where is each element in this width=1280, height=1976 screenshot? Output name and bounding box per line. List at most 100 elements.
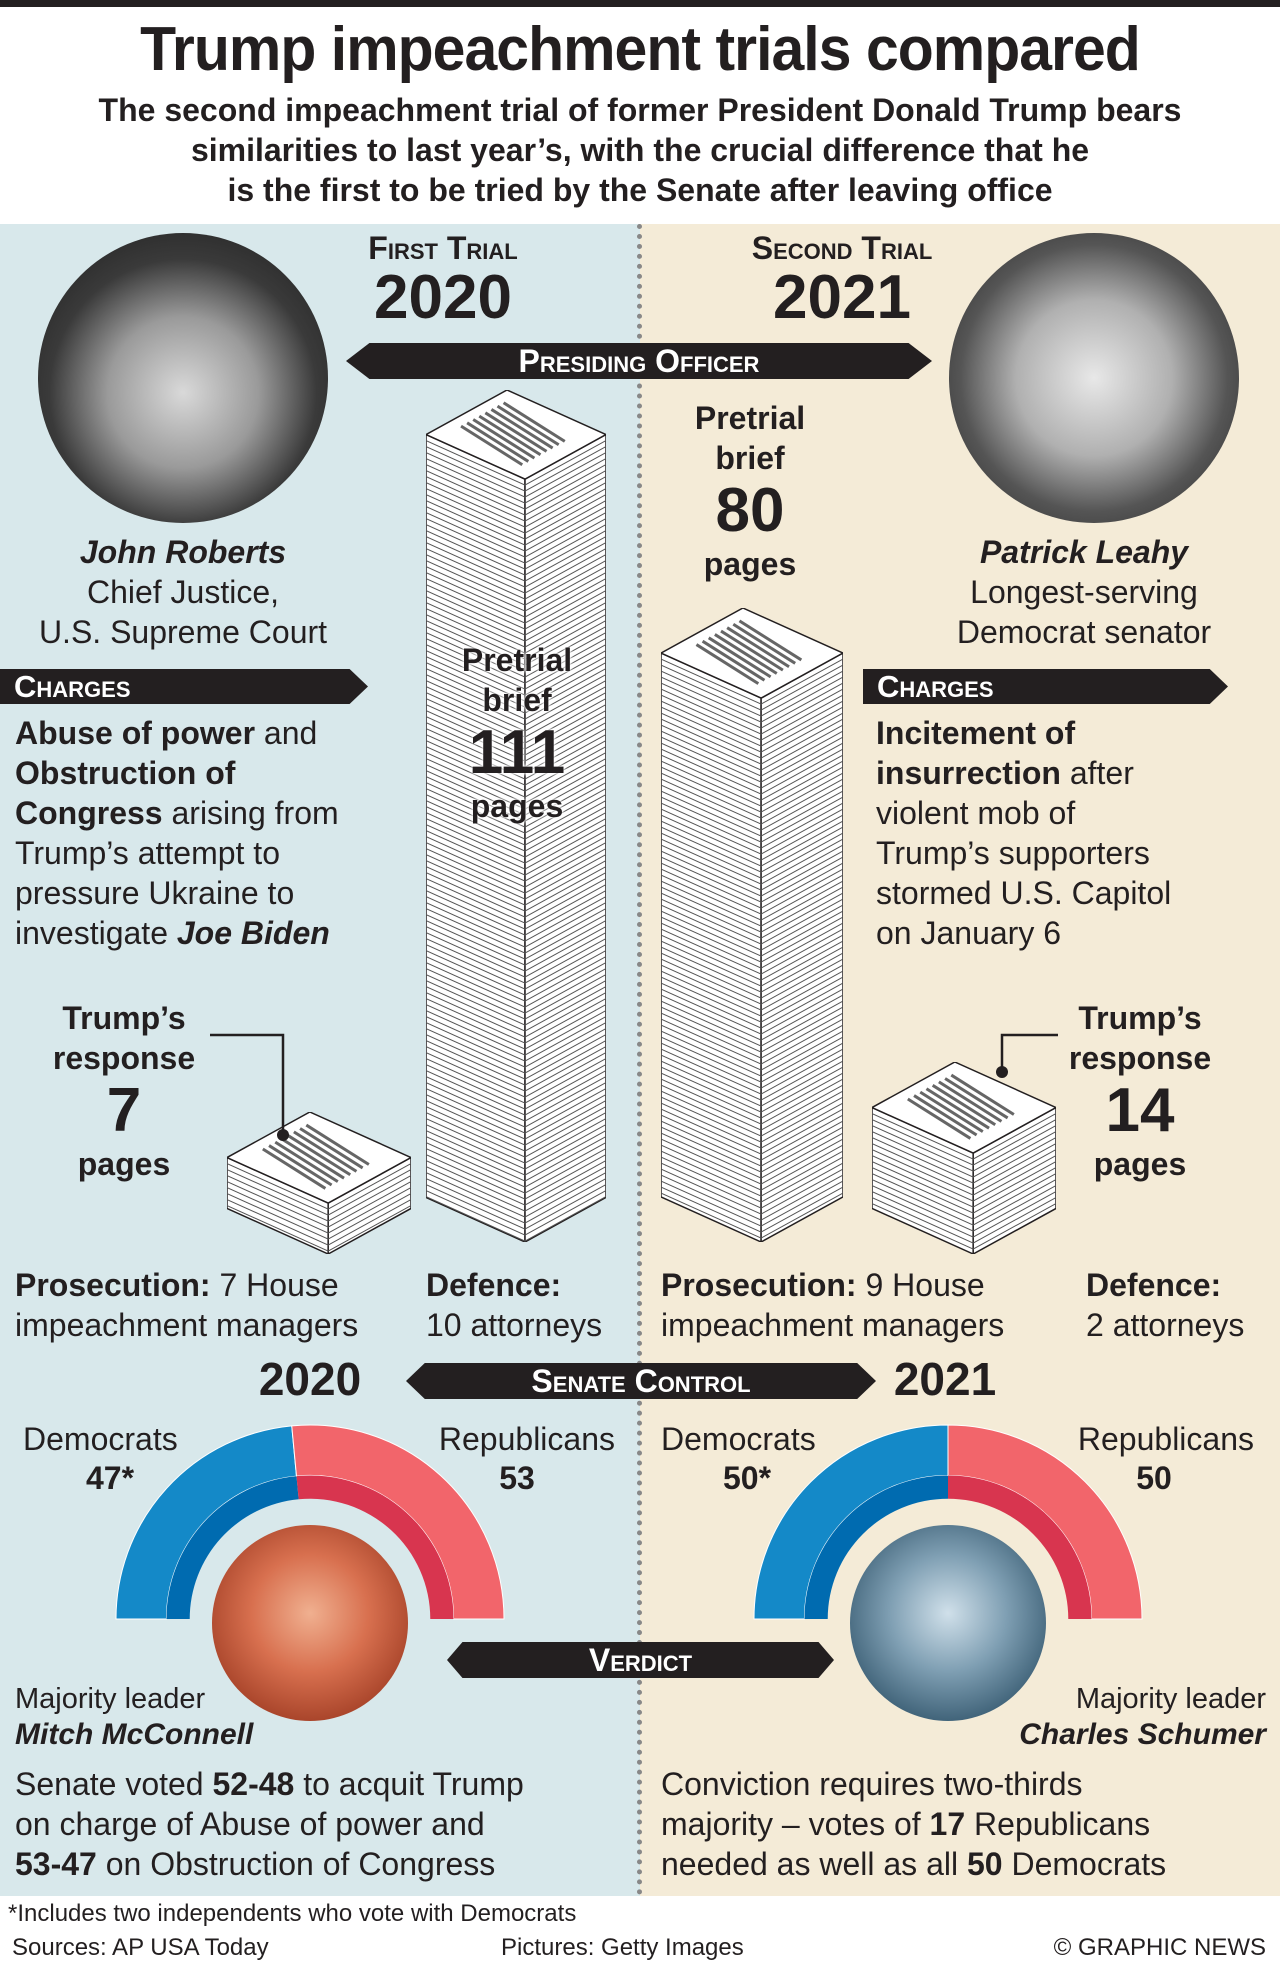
sheet-edge [661, 1078, 843, 1125]
sheet-edge [426, 1070, 606, 1116]
dem-count-2020: 47* [85, 1460, 135, 1496]
sheet-edge [426, 734, 606, 780]
sheet-edge [661, 850, 843, 897]
sheet-edge [426, 1154, 606, 1200]
sheet-edge [872, 1125, 1056, 1172]
sheet-edge [426, 1184, 606, 1230]
page-count: 14 [1105, 1076, 1175, 1145]
text: on Obstruction of Congress [96, 1846, 496, 1882]
sheet-edge [661, 658, 843, 705]
sheet-edge [872, 1119, 1056, 1166]
sheet-edge [661, 976, 843, 1023]
senate-year-2021: 2021 [893, 1353, 997, 1405]
sheet-edge [227, 1169, 411, 1216]
officer-name: John Roberts [79, 534, 287, 570]
sheet-edge [426, 968, 606, 1014]
sheet-edge [227, 1205, 411, 1252]
text-line [919, 1090, 984, 1133]
dem-label-2021: Democrats [661, 1421, 816, 1457]
text: 2 attorneys [1086, 1307, 1245, 1343]
sheet-edge [426, 452, 606, 498]
sheet-edge [872, 1167, 1056, 1214]
vote: 52-48 [212, 1766, 295, 1802]
text-line [460, 424, 524, 467]
text: pages [470, 788, 564, 824]
patrick-leahy-photo [949, 233, 1239, 523]
vote: 53-47 [15, 1846, 97, 1882]
top-rule [0, 0, 1280, 7]
sheet-edge [426, 830, 606, 876]
sheet-edge [426, 1016, 606, 1062]
sheet-edge [661, 1150, 843, 1197]
sheet-edge [426, 458, 606, 504]
sheet-edge [661, 706, 843, 753]
sheet-edge [426, 848, 606, 894]
sheet-edge [872, 1155, 1056, 1202]
sheet-edge [426, 926, 606, 972]
sheet-edge [426, 1052, 606, 1098]
sources: Sources: AP USA Today [12, 1934, 269, 1961]
john-roberts-photo [38, 233, 328, 523]
sheet-edge [426, 620, 606, 666]
sheet-edge [661, 790, 843, 837]
sheet-edge [426, 776, 606, 822]
sheet-edge [661, 970, 843, 1017]
text-line [268, 1144, 333, 1187]
second-trial-year: 2021 [773, 263, 911, 332]
sheet-edge [426, 860, 606, 906]
text: violent mob of [876, 795, 1076, 831]
sheet-edge [426, 560, 606, 606]
sheet-edge [426, 836, 606, 882]
sheet-edge [661, 670, 843, 717]
sheet-edge [426, 1172, 606, 1218]
sheet-edge [661, 838, 843, 885]
text-line [707, 636, 772, 679]
sheet-edge [426, 890, 606, 936]
sheet-edge [661, 1174, 843, 1221]
sheet-edge [426, 1118, 606, 1164]
sheet-edge [426, 662, 606, 708]
charges-banner: Charges [0, 669, 368, 704]
text: needed as well as all [661, 1846, 967, 1882]
sheet-edge [661, 1030, 843, 1077]
text: Senate voted [15, 1766, 213, 1802]
sheet-edge [661, 730, 843, 777]
sheet-edge [661, 1006, 843, 1053]
pretrial-brief-stack-2021 [661, 608, 843, 1242]
sheet-edge [426, 446, 606, 492]
sheet-edge [661, 1120, 843, 1167]
sheet-edge [661, 1144, 843, 1191]
sheet-edge [426, 818, 606, 864]
charge: Incitement of [876, 715, 1076, 751]
senate-year-2020: 2020 [258, 1353, 362, 1405]
charge: insurrection [876, 755, 1061, 791]
sheet-edge [426, 566, 606, 612]
sheet-edge [426, 1142, 606, 1188]
text: on January 6 [876, 915, 1062, 951]
prosecution-2020: Prosecution: 7 House impeachment managers [15, 1265, 358, 1345]
text: impeachment managers [15, 1307, 359, 1343]
text-line [502, 401, 566, 443]
sheet-edge [426, 602, 606, 648]
sheet-edge [426, 1040, 606, 1086]
sheet-edge [661, 904, 843, 951]
sheet-edge [426, 950, 606, 996]
sheet-edge [661, 946, 843, 993]
sheet-edge [872, 1179, 1056, 1226]
text: 10 attorneys [426, 1307, 603, 1343]
sheet-edge [426, 1004, 606, 1050]
sheet-edge [426, 1094, 606, 1140]
sheet-edge [426, 572, 606, 618]
text: 9 House [856, 1267, 985, 1303]
sheet-edge [426, 956, 606, 1002]
text: Conviction requires two-thirds [661, 1766, 1083, 1802]
sheet-edge [426, 980, 606, 1026]
sheet-edge [426, 752, 606, 798]
first-trial-year: 2020 [374, 263, 512, 332]
leader-lines [210, 1033, 1058, 1141]
charge: Abuse of power [15, 715, 256, 751]
sheet-edge [426, 1112, 606, 1158]
text: and [255, 715, 318, 751]
sheet-edge [426, 896, 606, 942]
sheet-edge [661, 814, 843, 861]
